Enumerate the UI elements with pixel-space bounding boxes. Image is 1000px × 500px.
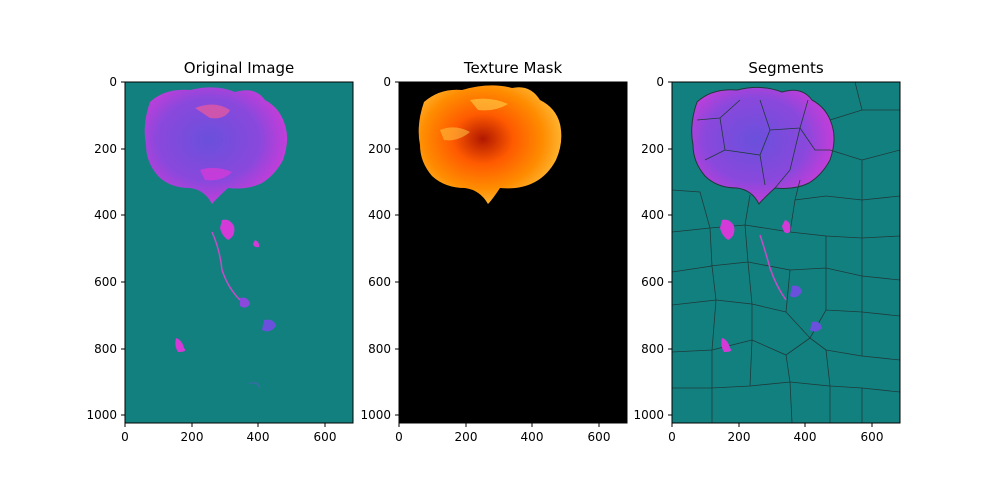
y-tick-label: 200 xyxy=(641,142,664,156)
x-tick-label: 600 xyxy=(314,430,337,444)
segment-fragment xyxy=(782,220,791,234)
x-tick-label: 600 xyxy=(861,430,884,444)
y-tick-label: 800 xyxy=(94,342,117,356)
blob-cloud xyxy=(144,87,288,204)
y-tick-label: 1000 xyxy=(633,408,664,422)
y-axis: 0 200 400 600 800 1000 xyxy=(633,75,672,422)
x-tick-label: 0 xyxy=(668,430,676,444)
x-axis: 0 200 400 600 xyxy=(121,423,336,444)
y-tick-label: 600 xyxy=(368,275,391,289)
y-axis: 0 200 400 600 800 1000 xyxy=(360,75,399,422)
x-tick-label: 200 xyxy=(181,430,204,444)
blob-trail xyxy=(248,382,261,389)
y-tick-label: 800 xyxy=(368,342,391,356)
fire-highlight xyxy=(440,127,470,141)
fire-highlight xyxy=(470,98,508,111)
y-tick-label: 400 xyxy=(641,208,664,222)
blob-fragment xyxy=(240,297,250,308)
segment-fragment xyxy=(720,219,735,240)
segment-fragment xyxy=(810,321,822,332)
panel-texture-mask: Texture Mask 0 200 400 600 0 200 xyxy=(360,59,628,444)
axes-frame xyxy=(398,81,628,424)
segment-boundaries xyxy=(672,82,900,423)
x-tick-label: 200 xyxy=(728,430,751,444)
x-tick-label: 400 xyxy=(521,430,544,444)
axes-frame xyxy=(124,81,354,424)
y-tick-label: 200 xyxy=(368,142,391,156)
image-texture-mask xyxy=(399,82,627,423)
y-tick-label: 0 xyxy=(656,75,664,89)
x-axis: 0 200 400 600 xyxy=(668,423,883,444)
x-axis: 0 200 400 600 xyxy=(395,423,610,444)
blob-lower-highlight xyxy=(200,167,232,181)
y-axis: 0 200 400 600 800 1000 xyxy=(86,75,125,422)
blob-fragment xyxy=(253,240,260,248)
panel-original-image: Original Image 0 200 400 600 xyxy=(86,59,354,444)
blob-trail xyxy=(211,231,241,301)
y-tick-label: 1000 xyxy=(360,408,391,422)
segment-trail xyxy=(759,234,787,301)
x-tick-label: 200 xyxy=(455,430,478,444)
y-tick-label: 200 xyxy=(94,142,117,156)
x-tick-label: 400 xyxy=(794,430,817,444)
x-tick-label: 0 xyxy=(121,430,129,444)
y-tick-label: 600 xyxy=(94,275,117,289)
axes-frame xyxy=(671,81,901,424)
y-tick-label: 0 xyxy=(383,75,391,89)
image-original xyxy=(125,82,353,423)
y-tick-label: 1000 xyxy=(86,408,117,422)
y-tick-label: 600 xyxy=(641,275,664,289)
panel-title: Segments xyxy=(748,59,824,77)
panel-title: Texture Mask xyxy=(463,59,563,77)
segment-blob xyxy=(691,86,835,205)
segment-fragment xyxy=(790,285,802,298)
panel-segments: Segments 0 200 400 600 xyxy=(633,59,901,444)
x-tick-label: 0 xyxy=(395,430,403,444)
blob-fragment xyxy=(175,338,186,352)
blob-fragment xyxy=(220,219,235,240)
panel-title: Original Image xyxy=(184,59,294,77)
image-segments xyxy=(672,82,900,423)
y-tick-label: 400 xyxy=(368,208,391,222)
blob-highlight xyxy=(195,104,230,119)
blob-fragment xyxy=(262,319,276,332)
x-tick-label: 400 xyxy=(247,430,270,444)
fire-region xyxy=(418,85,562,204)
y-tick-label: 800 xyxy=(641,342,664,356)
segment-fragment xyxy=(721,338,732,352)
x-tick-label: 600 xyxy=(588,430,611,444)
y-tick-label: 0 xyxy=(109,75,117,89)
y-tick-label: 400 xyxy=(94,208,117,222)
